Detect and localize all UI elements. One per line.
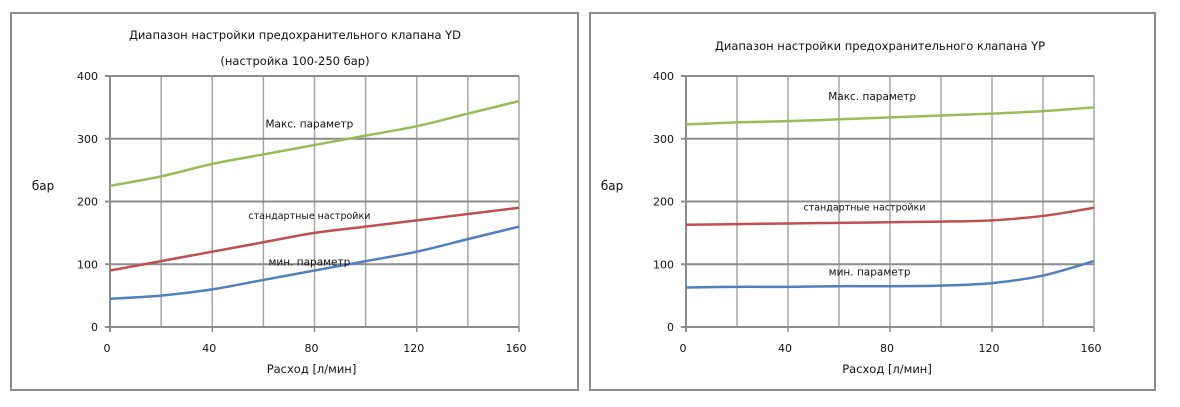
x-tick-label: 120 [403, 342, 424, 355]
y-axis-label: бар [601, 179, 623, 193]
y-tick-label: 100 [77, 258, 98, 271]
y-tick-label: 300 [77, 133, 98, 146]
series-label-2: стандартные настройки [803, 202, 925, 213]
chart-1: 0 100 200 300 400 0 40 80 120 160 Диапазон настрой… [10, 12, 579, 391]
x-tick-label: 40 [778, 342, 792, 355]
x-tick-label: 80 [880, 342, 894, 355]
y-tick-label: 0 [91, 321, 98, 334]
x-axis-label: Расход [л/мин] [267, 362, 357, 376]
y-tick-label: 400 [77, 70, 98, 83]
chart-title: Диапазон настройки предохранительного кл… [129, 28, 461, 42]
chart-title: Диапазон настройки предохранительного кл… [715, 39, 1045, 53]
x-tick-label: 80 [305, 342, 319, 355]
y-tick-label: 200 [77, 196, 98, 209]
x-axis-label: Расход [л/мин] [842, 362, 932, 376]
y-tick-label: 400 [653, 70, 674, 83]
y-axis-label: бар [32, 179, 54, 193]
x-tick-label: 160 [1081, 342, 1102, 355]
x-tick-label: 160 [506, 342, 527, 355]
series-label-1: Макс. параметр [265, 118, 353, 130]
series-label-1: Макс. параметр [828, 91, 916, 103]
y-tick-label: 300 [653, 133, 674, 146]
series-label-3: мин. параметр [829, 267, 911, 279]
series-label-3: мин. параметр [268, 257, 350, 269]
chart-2: 0 100 200 300 400 0 40 80 120 160 Диапазон настрой… [589, 12, 1156, 391]
x-tick-label: 0 [104, 342, 111, 355]
y-tick-label: 100 [653, 258, 674, 271]
x-tick-label: 0 [680, 342, 687, 355]
y-tick-label: 0 [667, 321, 674, 334]
series-label-2: стандартные настройки [248, 211, 370, 222]
x-tick-label: 120 [979, 342, 1000, 355]
chart-subtitle: (настройка 100-250 бар) [220, 54, 369, 68]
x-tick-label: 40 [202, 342, 216, 355]
y-tick-label: 200 [653, 196, 674, 209]
